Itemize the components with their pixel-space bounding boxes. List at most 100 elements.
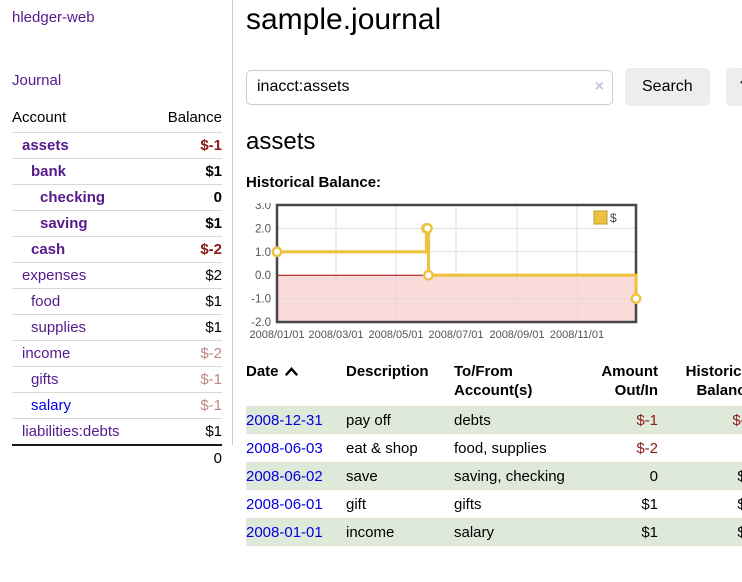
register-accounts-cell: gifts [454,496,482,513]
transaction-date-link[interactable]: 2008-12-31 [246,412,323,429]
sidebar-item-journal[interactable]: Journal [12,72,62,89]
register-col-label: Amount Out/In [601,363,658,399]
account-row: gifts $-1 [12,366,222,393]
account-link[interactable]: supplies [31,319,87,336]
data-point-marker [423,269,434,281]
y-axis-tick-label: -2.0 [251,317,271,329]
register-date-cell: 2008-06-03 [246,434,346,462]
help-button[interactable]: ? [725,68,742,106]
account-balance: $-2 [151,340,222,367]
register-accounts-cell: food, supplies [454,440,547,457]
data-point-marker [271,246,283,258]
y-axis-tick-label: 1.0 [255,247,271,259]
account-name-cell: checking [12,184,152,211]
register-date-cell: 2008-06-01 [246,490,346,518]
accounts-total-row: 0 [12,444,222,471]
register-amount-cell: $-2 [636,440,658,457]
legend-label: $ [610,211,617,225]
search-form: × Search ? [246,68,742,106]
account-link[interactable]: expenses [22,267,87,284]
account-link[interactable]: income [22,345,71,362]
register-col-amount: Amount Out/In [570,360,660,406]
account-link[interactable]: cash [31,241,66,258]
account-balance: $-1 [151,132,222,159]
transaction-date-link[interactable]: 2008-01-01 [246,524,323,541]
clear-search-icon[interactable]: × [594,77,604,95]
sort-ascending-icon [284,366,298,376]
account-balance: $1 [151,210,222,237]
register-description-cell: save [346,468,378,485]
register-amount-cell: $-1 [636,412,658,429]
brand-link[interactable]: hledger-web [12,9,95,26]
y-axis-tick-label: 0.0 [255,270,271,282]
register-amount-cell: $1 [641,496,658,513]
account-link[interactable]: saving [40,215,88,232]
x-axis-tick-label: 2008/07/01 [428,329,483,341]
account-balance: $1 [151,288,222,315]
register-col-accounts: To/From Account(s) [454,360,570,406]
account-link[interactable]: bank [31,163,67,180]
account-link[interactable]: gifts [31,371,59,388]
x-axis-tick-label: 2008/09/01 [489,329,544,341]
register-header-row: Date Description To/From Account(s) Amount … [246,360,742,406]
account-row: checking 0 [12,184,222,211]
accounts-col-balance: Balance [167,109,222,126]
register-col-label: Description [346,363,429,380]
transaction-date-link[interactable]: 2008-06-01 [246,496,323,513]
sidebar: hledger-web Journal Account Balance asse… [0,0,232,546]
account-balance: $1 [151,158,222,185]
account-name-cell: expenses [12,262,152,289]
account-balance: $1 [151,418,222,445]
search-input-wrap: × [246,69,613,105]
account-name-cell: supplies [12,314,152,341]
register-accounts-cell: debts [454,412,491,429]
accounts-table: Account Balance assets $-1 bank $1 checking 0… [12,106,222,471]
accounts-total-spacer [12,444,152,471]
accounts-header-row: Account Balance [12,106,222,133]
register-description-cell: gift [346,496,367,513]
register-row: 2008-06-03 eat & shop food, supplies $-20 [246,434,742,462]
account-row: income $-2 [12,340,222,367]
register-date-cell: 2008-01-01 [246,518,346,546]
account-name-cell: salary [12,392,152,419]
account-link[interactable]: salary [31,397,72,414]
account-balance: $2 [151,262,222,289]
account-name-cell: income [12,340,152,367]
legend-swatch [593,210,608,225]
account-row: liabilities:debts $1 [12,418,222,445]
account-link[interactable]: checking [40,189,106,206]
register-balance-cell: 0 [660,434,742,462]
register-balance-cell: $2 [737,468,742,485]
transaction-date-link[interactable]: 2008-06-02 [246,468,323,485]
search-input[interactable] [246,69,613,105]
sidebar-divider [232,0,233,445]
register-accounts-cell: saving, checking [454,468,565,485]
transaction-date-link[interactable]: 2008-06-03 [246,440,323,457]
account-link[interactable]: assets [22,137,69,154]
account-row: expenses $2 [12,262,222,289]
x-axis-tick-label: 2008/03/01 [308,329,363,341]
register-accounts-cell: salary [454,524,495,541]
account-balance: 0 [151,184,222,211]
account-heading: assets [246,128,316,155]
register-balance-cell: $1 [737,524,742,541]
plot-border [275,203,638,324]
account-name-cell: cash [12,236,152,263]
account-name-cell: gifts [12,366,152,393]
register-col-date[interactable]: Date [246,360,346,406]
register-col-balance: Historical Balance [660,360,742,406]
register-col-description: Description [346,360,454,406]
account-row: salary $-1 [12,392,222,419]
x-axis-tick-label: 2008/01/01 [249,329,304,341]
account-link[interactable]: food [31,293,61,310]
accounts-col-account: Account [12,109,67,126]
main-content: sample.journal × Search ? assets Histori… [233,0,742,546]
register-balance-cell: $-1 [732,412,742,429]
account-row: assets $-1 [12,132,222,159]
account-row: cash $-2 [12,236,222,263]
search-button[interactable]: Search [625,68,710,106]
account-link[interactable]: liabilities:debts [22,423,120,440]
accounts-total-value: 0 [151,444,222,471]
register-date-cell: 2008-12-31 [246,406,346,434]
